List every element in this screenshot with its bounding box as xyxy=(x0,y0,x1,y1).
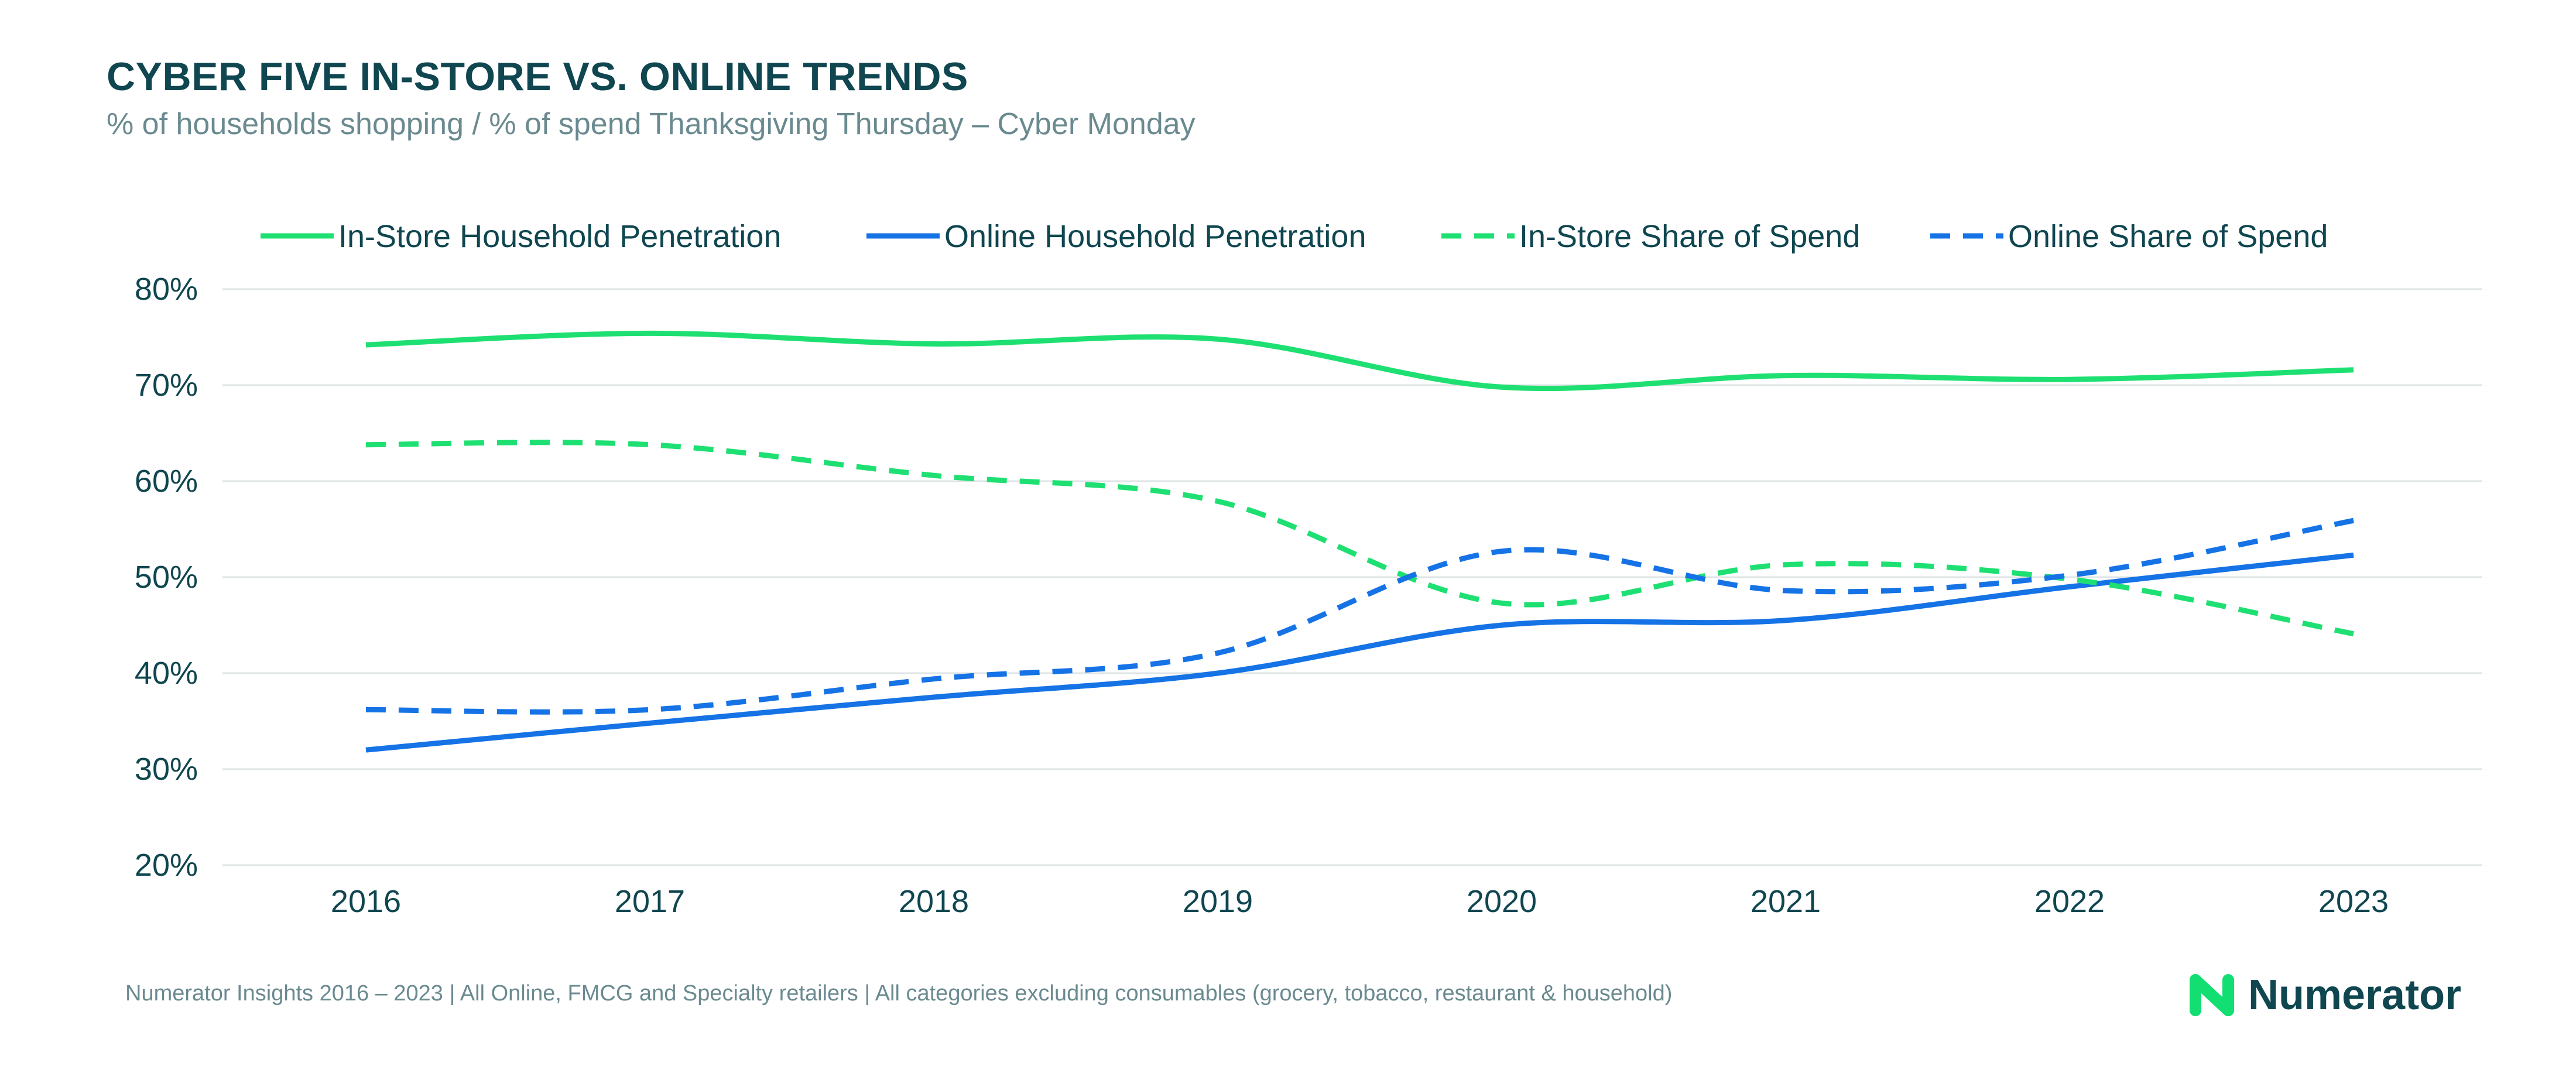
x-tick-label: 2018 xyxy=(899,884,969,919)
x-axis: 2016 2017 2018 2019 2020 2021 2022 2023 xyxy=(331,884,2389,919)
chart-series xyxy=(365,330,2354,753)
x-tick-label: 2017 xyxy=(615,884,685,919)
chart-legend: In-Store Household Penetration Online Hou… xyxy=(261,219,2328,254)
series-line-online-household-penetration xyxy=(365,552,2354,753)
x-tick-label: 2021 xyxy=(1751,884,1821,919)
y-tick-label: 40% xyxy=(135,656,198,691)
x-tick-label: 2019 xyxy=(1183,884,1253,919)
numerator-logo-icon xyxy=(2190,974,2234,1016)
y-tick-label: 70% xyxy=(135,368,198,403)
series-line-in-store-household-penetration xyxy=(365,330,2354,392)
legend-label-online-share-of-spend: Online Share of Spend xyxy=(2008,219,2328,254)
legend-label-in-store-share-of-spend: In-Store Share of Spend xyxy=(1519,219,1860,254)
x-tick-label: 2023 xyxy=(2318,884,2389,919)
brand-logo: Numerator xyxy=(2188,966,2461,1024)
series-line-in-store-share-of-spend xyxy=(365,440,2354,637)
chart-title: CYBER FIVE IN-STORE VS. ONLINE TRENDS xyxy=(107,54,968,99)
x-tick-label: 2022 xyxy=(2034,884,2105,919)
legend-label-in-store-household-penetration: In-Store Household Penetration xyxy=(338,219,781,254)
y-tick-label: 20% xyxy=(135,848,198,883)
source-note: Numerator Insights 2016 – 2023 | All Onl… xyxy=(125,981,1673,1006)
y-axis: 20% 30% 40% 50% 60% 70% 80% xyxy=(135,272,198,883)
y-tick-label: 30% xyxy=(135,752,198,787)
y-tick-label: 50% xyxy=(135,560,198,595)
series-line-online-share-of-spend xyxy=(365,517,2354,715)
chart-gridlines xyxy=(222,288,2482,866)
x-tick-label: 2016 xyxy=(331,884,401,919)
brand-name: Numerator xyxy=(2248,972,2462,1019)
y-tick-label: 60% xyxy=(135,464,198,499)
x-tick-label: 2020 xyxy=(1467,884,1537,919)
legend-label-online-household-penetration: Online Household Penetration xyxy=(944,219,1366,254)
chart-subtitle: % of households shopping / % of spend Th… xyxy=(107,107,1195,141)
y-tick-label: 80% xyxy=(135,272,198,307)
